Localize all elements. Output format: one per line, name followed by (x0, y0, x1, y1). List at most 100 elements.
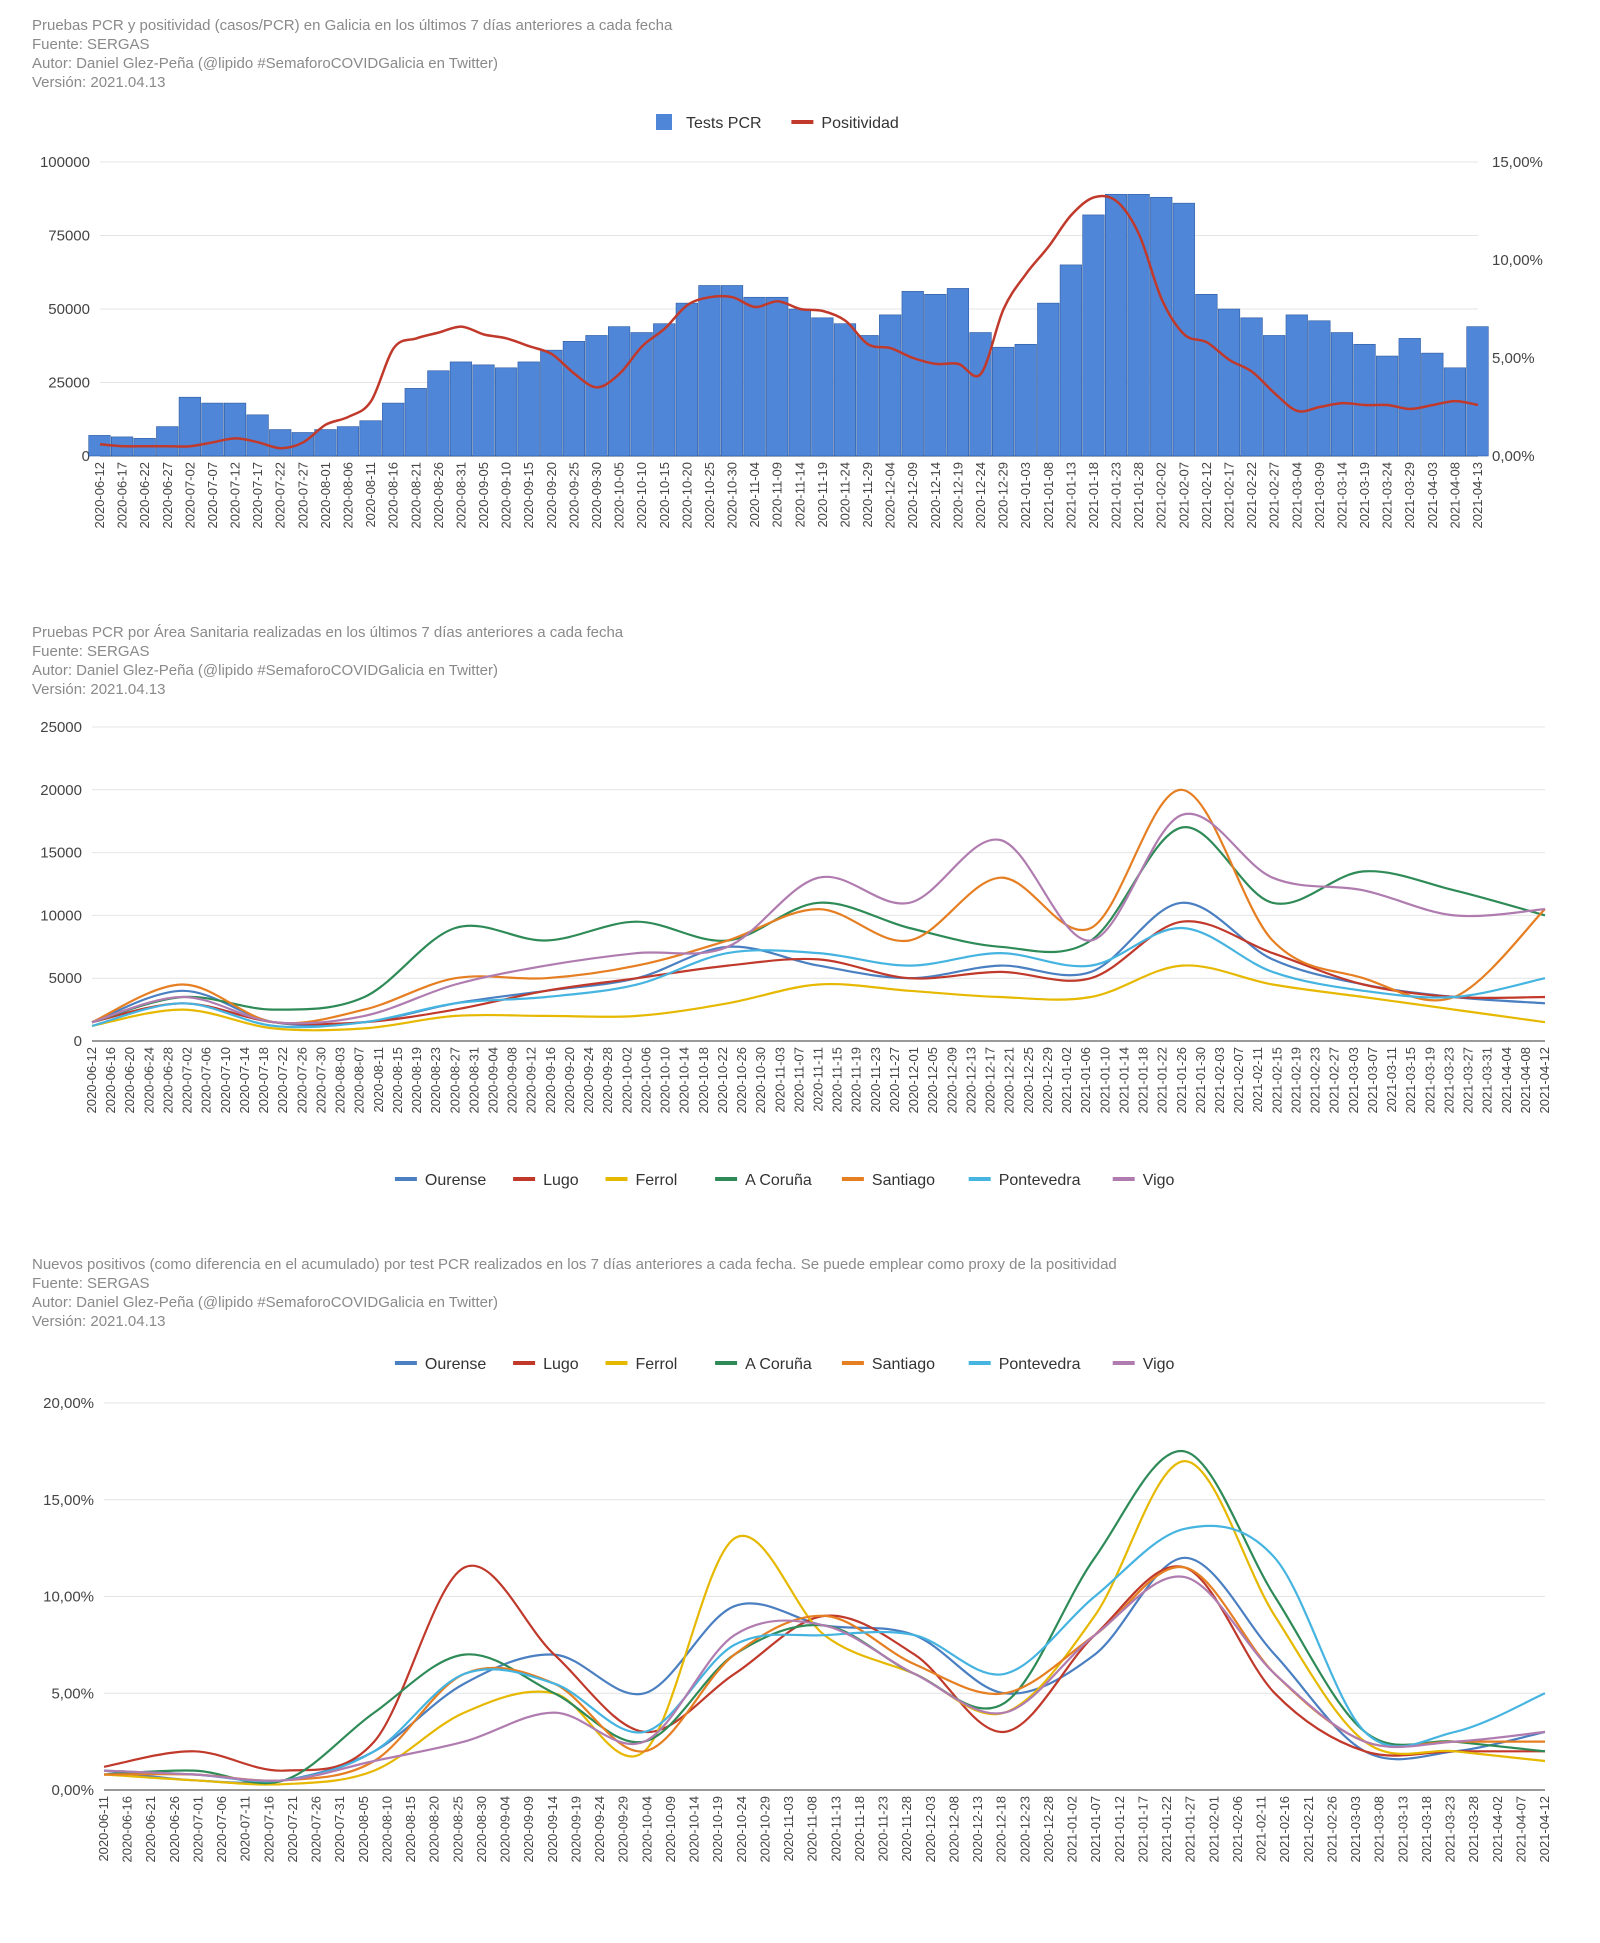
chart3-y-tick-label: 0,00% (51, 1782, 94, 1799)
chart3-x-tick-label: 2020-10-04 (639, 1796, 654, 1863)
chart3-x-tick-label: 2021-03-18 (1419, 1796, 1434, 1863)
chart1-bar (585, 335, 608, 457)
chart1-author: Autor: Daniel Glez-Peña (@lipido #Semafo… (32, 55, 498, 72)
chart2-x-tick-label: 2021-03-03 (1346, 1047, 1361, 1114)
chart1-x-tick-label: 2021-02-12 (1199, 462, 1214, 529)
chart2-legend-label: Santiago (872, 1172, 935, 1189)
chart2-version: Versión: 2021.04.13 (32, 681, 166, 698)
chart2-series-line (91, 901, 1546, 1027)
chart2-x-tick-label: 2021-02-11 (1250, 1047, 1265, 1113)
chart1-x-tick-label: 2020-08-11 (363, 462, 378, 528)
chart2-legend-label: Vigo (1143, 1172, 1175, 1189)
chart2-x-tick-label: 2020-12-25 (1021, 1047, 1036, 1114)
chart1-x-tick-label: 2020-08-01 (318, 462, 333, 529)
chart1-bar (1037, 302, 1060, 457)
chart1-x-tick-label: 2020-08-21 (408, 462, 423, 529)
chart2-series-line (91, 812, 1546, 1025)
chart3-x-tick-label: 2020-09-24 (592, 1796, 607, 1863)
chart1-x-tick-label: 2020-07-22 (273, 462, 288, 529)
chart1-bar (1308, 320, 1331, 457)
chart3-author: Autor: Daniel Glez-Peña (@lipido #Semafo… (32, 1294, 498, 1311)
chart2-x-tick-label: 2020-06-28 (160, 1047, 175, 1114)
chart1-y2-tick-label: 10,00% (1492, 252, 1543, 269)
chart1-x-tick-label: 2020-10-20 (679, 462, 694, 529)
chart2-x-tick-label: 2020-07-14 (237, 1047, 252, 1114)
chart3-y-tick-label: 10,00% (43, 1589, 94, 1606)
chart1-x-tick-label: 2021-03-29 (1402, 462, 1417, 529)
chart2-x-tick-label: 2020-10-22 (715, 1047, 730, 1114)
chart1-x-tick-label: 2020-12-29 (996, 462, 1011, 529)
chart3-legend-label: Vigo (1143, 1356, 1175, 1373)
chart1-bar (427, 370, 450, 457)
chart3-x-tick-label: 2020-09-29 (616, 1796, 631, 1863)
chart1-x-tick-label: 2021-01-08 (1041, 462, 1056, 529)
chart3-legend-label: A Coruña (745, 1356, 812, 1373)
chart1-x-tick-label: 2020-07-07 (205, 462, 220, 529)
chart3-x-tick-label: 2020-07-16 (261, 1796, 276, 1863)
chart2-x-tick-label: 2020-12-13 (963, 1047, 978, 1114)
chart2-svg: Ourense Lugo Ferrol A Coruña Santiago Ponteve… (40, 719, 1552, 1189)
chart2-legend-label: Ferrol (636, 1172, 678, 1189)
chart-panel-1: Pruebas PCR y positividad (casos/PCR) en… (0, 0, 1600, 580)
chart1-x-tick-label: 2020-07-02 (182, 462, 197, 529)
chart1-bar (1014, 343, 1037, 457)
chart3-x-tick-label: 2020-12-18 (994, 1796, 1009, 1863)
chart1-source: Fuente: SERGAS (32, 36, 150, 53)
chart1-x-tick-label: 2020-09-15 (521, 462, 536, 529)
chart1-bar (924, 293, 947, 457)
chart1-bar (901, 291, 924, 457)
chart2-x-tick-label: 2020-08-15 (390, 1047, 405, 1114)
chart2-y-tick-label: 15000 (40, 845, 82, 862)
chart1-x-tick-label: 2020-11-14 (792, 462, 807, 528)
chart1-x-tick-label: 2020-12-19 (950, 462, 965, 529)
chart1-bar (404, 388, 427, 457)
chart1-bar (472, 364, 495, 457)
chart3-x-tick-label: 2020-12-08 (946, 1796, 961, 1863)
chart2-x-tick-label: 2020-12-17 (983, 1047, 998, 1114)
chart3-svg: Ourense Lugo Ferrol A Coruña Santiago Ponteve… (43, 1356, 1552, 1863)
chart2-y-tick-label: 25000 (40, 719, 82, 736)
chart3-x-tick-label: 2020-10-19 (710, 1796, 725, 1863)
chart1-x-tick-label: 2021-01-18 (1086, 462, 1101, 529)
chart2-x-tick-label: 2020-10-14 (677, 1047, 692, 1114)
chart3-x-tick-label: 2020-10-14 (687, 1796, 702, 1863)
chart1-x-tick-label: 2021-01-28 (1131, 462, 1146, 529)
chart3-x-tick-label: 2020-12-13 (970, 1796, 985, 1863)
chart-panel-3: Nuevos positivos (como diferencia en el … (0, 1245, 1600, 1943)
chart2-x-tick-label: 2020-12-01 (906, 1047, 921, 1114)
chart1-bar (359, 420, 382, 457)
chart3-x-tick-label: 2021-04-02 (1490, 1796, 1505, 1863)
chart3-x-tick-label: 2020-12-23 (1017, 1796, 1032, 1863)
chart1-x-tick-label: 2021-03-04 (1289, 462, 1304, 529)
chart1-bar (856, 335, 879, 457)
chart1-bar (1059, 264, 1082, 457)
chart2-x-tick-label: 2021-03-11 (1384, 1047, 1399, 1113)
chart3-x-tick-label: 2020-09-19 (568, 1796, 583, 1863)
chart1-x-tick-label: 2020-09-05 (476, 462, 491, 529)
chart1-x-tick-label: 2021-02-17 (1222, 462, 1237, 529)
chart2-header: Pruebas PCR por Área Sanitaria realizada… (32, 623, 623, 699)
chart1-bar (607, 326, 631, 457)
chart3-x-tick-label: 2020-12-03 (923, 1796, 938, 1863)
chart3-x-tick-label: 2021-04-07 (1513, 1796, 1528, 1863)
chart3-title: Nuevos positivos (como diferencia en el … (32, 1256, 1117, 1273)
chart3-x-tick-label: 2020-06-16 (120, 1796, 135, 1863)
chart2-x-tick-label: 2020-08-07 (352, 1047, 367, 1114)
chart1-x-tick-label: 2020-07-12 (228, 462, 243, 529)
chart2-x-tick-label: 2020-11-03 (772, 1047, 787, 1113)
chart1-y-tick-label: 25000 (48, 375, 90, 392)
chart2-x-tick-label: 2021-01-30 (1193, 1047, 1208, 1114)
chart2-author: Autor: Daniel Glez-Peña (@lipido #Semafo… (32, 662, 498, 679)
chart1-bar (1127, 194, 1150, 457)
chart3-version: Versión: 2021.04.13 (32, 1313, 166, 1330)
chart1-bar (811, 317, 834, 457)
chart1-header: Pruebas PCR y positividad (casos/PCR) en… (32, 16, 672, 92)
chart2-x-tick-label: 2021-01-02 (1059, 1047, 1074, 1114)
chart3-series-line (103, 1575, 1546, 1782)
chart2-x-tick-label: 2020-11-07 (791, 1047, 806, 1113)
chart2-x-tick-label: 2021-03-19 (1422, 1047, 1437, 1114)
chart2-y-tick-label: 5000 (49, 970, 82, 987)
chart3-series-line (103, 1450, 1546, 1785)
chart3-x-tick-label: 2021-03-13 (1395, 1796, 1410, 1863)
chart1-bar (1285, 314, 1308, 457)
